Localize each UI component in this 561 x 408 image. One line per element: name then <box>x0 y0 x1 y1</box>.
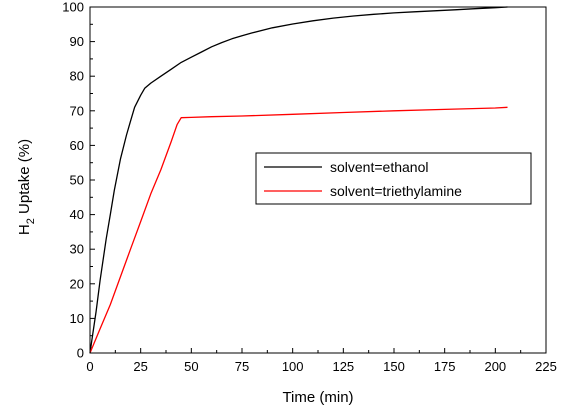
x-tick-label: 100 <box>282 359 304 374</box>
y-tick-label: 80 <box>70 69 84 84</box>
x-tick-label: 200 <box>484 359 506 374</box>
x-tick-label: 0 <box>86 359 93 374</box>
x-tick-label: 225 <box>535 359 557 374</box>
x-tick-label: 75 <box>235 359 249 374</box>
x-tick-label: 50 <box>184 359 198 374</box>
series-line-triethylamine <box>89 106 508 354</box>
x-tick-label: 150 <box>383 359 405 374</box>
legend-label-ethanol: solvent=ethanol <box>330 159 428 175</box>
y-axis-title: H2 Uptake (%) <box>16 139 37 235</box>
y-tick-label: 60 <box>70 138 84 153</box>
y-tick-label: 50 <box>70 173 84 188</box>
y-tick-label: 30 <box>70 242 84 257</box>
x-tick-label: 175 <box>434 359 456 374</box>
y-axis-title-main: H <box>16 224 33 235</box>
y-tick-label: 90 <box>70 34 84 49</box>
x-tick-label: 125 <box>332 359 354 374</box>
ticks-layer: 0 25 50 75 100 125 150 175 200 225 0 10 20 30 40 50 60 70… <box>62 0 557 374</box>
y-tick-label: 10 <box>70 311 84 326</box>
legend-box <box>255 152 532 205</box>
y-axis-title-rest: Uptake (%) <box>16 139 33 218</box>
y-tick-label: 20 <box>70 276 84 291</box>
series-line-ethanol <box>89 6 508 354</box>
y-tick-label: 100 <box>62 0 84 15</box>
x-tick-label: 25 <box>133 359 147 374</box>
legend: solvent=ethanol solvent=triethylamine <box>255 152 532 205</box>
y-tick-label: 70 <box>70 103 84 118</box>
legend-label-triethylamine: solvent=triethylamine <box>330 183 462 199</box>
series-layer <box>89 6 508 354</box>
y-tick-label: 0 <box>77 346 84 361</box>
y-tick-label: 40 <box>70 207 84 222</box>
y-axis-title-subscript: 2 <box>25 218 37 224</box>
x-axis-title: Time (min) <box>282 389 353 406</box>
